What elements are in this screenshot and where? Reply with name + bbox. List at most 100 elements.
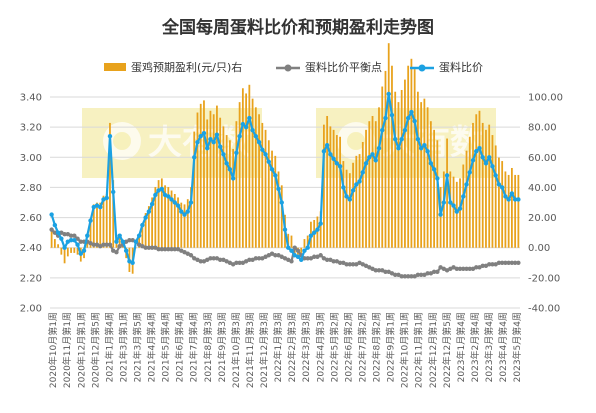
y-left-tick-label: 2.60 xyxy=(20,213,42,224)
ratio-point xyxy=(422,143,427,148)
profit-bar xyxy=(193,131,196,248)
ratio-point xyxy=(499,185,505,190)
profit-bar xyxy=(99,202,102,248)
profit-bar xyxy=(219,117,222,248)
profit-bar xyxy=(267,140,270,248)
breakeven-point xyxy=(101,242,106,247)
x-tick-label: 2022年8月第2周 xyxy=(371,312,383,382)
y-right-tick-label: 20.00 xyxy=(528,213,557,224)
profit-bar xyxy=(261,122,264,248)
ratio-point xyxy=(269,167,275,172)
profit-bar xyxy=(151,197,153,248)
breakeven-point xyxy=(311,254,317,259)
breakeven-point xyxy=(78,239,83,244)
profit-bar xyxy=(89,221,92,248)
ratio-point xyxy=(305,245,310,250)
ratio-point xyxy=(347,197,353,202)
ratio-point xyxy=(363,161,369,166)
ratio-point xyxy=(230,176,236,181)
ratio-point xyxy=(334,161,340,166)
y-left-tick-label: 3.20 xyxy=(20,123,42,134)
profit-bar xyxy=(50,230,53,248)
profit-bar xyxy=(361,141,364,248)
profit-bar xyxy=(501,161,504,248)
x-tick-label: 2022年7月第2周 xyxy=(356,312,368,382)
breakeven-point xyxy=(91,242,96,247)
ratio-point xyxy=(146,209,152,214)
breakeven-point xyxy=(506,260,511,265)
breakeven-point xyxy=(68,233,74,238)
profit-bar xyxy=(109,122,111,248)
chart-legend: 蛋鸡预期盈利(元/只)右 蛋料比价平衡点 蛋料比价 xyxy=(104,60,483,74)
profit-bar xyxy=(70,247,72,253)
profit-bar xyxy=(404,79,406,248)
breakeven-point xyxy=(480,263,485,268)
ratio-point xyxy=(438,212,443,217)
ratio-point xyxy=(273,173,278,178)
ratio-point xyxy=(279,200,284,205)
ratio-point xyxy=(328,152,333,157)
ratio-point xyxy=(260,147,265,152)
ratio-point xyxy=(454,209,459,214)
ratio-point xyxy=(321,149,327,154)
profit-bar xyxy=(452,176,455,248)
profit-bar xyxy=(300,247,303,253)
profit-bar xyxy=(63,247,66,264)
x-tick-label: 2022年10月第1周 xyxy=(399,312,411,388)
ratio-point xyxy=(386,91,391,97)
ratio-point xyxy=(402,127,408,133)
profit-bar xyxy=(141,223,144,248)
ratio-point xyxy=(383,115,388,121)
ratio-point xyxy=(435,176,440,181)
legend-item-ratio: 蛋料比价 xyxy=(410,60,483,74)
ratio-point xyxy=(311,230,317,235)
ratio-point xyxy=(509,191,515,196)
ratio-point xyxy=(247,115,252,121)
ratio-point xyxy=(62,245,67,250)
profit-bar xyxy=(400,89,403,248)
x-tick-label: 2021年4月第4周 xyxy=(146,312,158,382)
ratio-point xyxy=(211,140,216,145)
profit-bar xyxy=(335,135,338,248)
profit-bar xyxy=(102,195,105,248)
breakeven-point xyxy=(393,272,398,278)
ratio-point xyxy=(431,167,437,172)
ratio-point xyxy=(461,194,466,199)
ratio-point xyxy=(85,233,90,238)
breakeven-point xyxy=(49,227,54,232)
profit-bar xyxy=(306,235,309,248)
legend-label: 蛋鸡预期盈利(元/只)右 xyxy=(131,60,242,74)
breakeven-point xyxy=(454,266,459,272)
ratio-point xyxy=(483,161,489,166)
profit-bar xyxy=(105,193,108,248)
profit-bar xyxy=(378,107,380,248)
breakeven-point xyxy=(509,260,515,265)
breakeven-point xyxy=(149,245,155,250)
profit-bar xyxy=(232,148,235,248)
profit-bar xyxy=(420,102,423,248)
breakeven-point xyxy=(273,253,278,258)
profit-bar xyxy=(144,213,147,248)
ratio-point xyxy=(117,233,122,238)
ratio-point xyxy=(98,204,103,210)
ratio-point xyxy=(179,209,184,214)
profit-bar xyxy=(73,247,76,253)
chart-title: 全国每周蛋料比价和预期盈利走势图 xyxy=(161,17,434,38)
ratio-point xyxy=(55,230,61,235)
x-tick-label: 2021年9月第3周 xyxy=(216,312,228,382)
breakeven-point xyxy=(431,269,437,275)
x-tick-label: 2021年1月第4周 xyxy=(103,312,115,382)
profit-bar xyxy=(170,190,173,248)
breakeven-point xyxy=(337,260,343,265)
ratio-point xyxy=(302,248,307,253)
profit-bar xyxy=(455,181,458,248)
y-right-tick-label: 100.00 xyxy=(528,93,563,104)
y-left-tick-label: 3.00 xyxy=(20,153,42,164)
ratio-point xyxy=(464,182,469,187)
ratio-point xyxy=(324,143,330,148)
ratio-point xyxy=(205,146,210,151)
profit-bar xyxy=(439,187,442,248)
ratio-point xyxy=(389,112,395,118)
legend-swatch-marker xyxy=(418,64,426,72)
